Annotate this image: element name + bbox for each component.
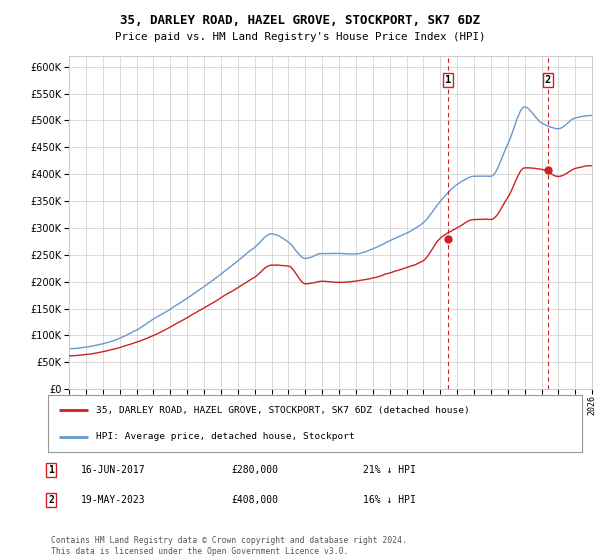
Text: 19-MAY-2023: 19-MAY-2023 <box>81 495 146 505</box>
Text: 16-JUN-2017: 16-JUN-2017 <box>81 465 146 475</box>
Text: £280,000: £280,000 <box>231 465 278 475</box>
Text: 1: 1 <box>445 75 451 85</box>
Text: 35, DARLEY ROAD, HAZEL GROVE, STOCKPORT, SK7 6DZ: 35, DARLEY ROAD, HAZEL GROVE, STOCKPORT,… <box>120 14 480 27</box>
Text: 21% ↓ HPI: 21% ↓ HPI <box>363 465 416 475</box>
Text: Price paid vs. HM Land Registry's House Price Index (HPI): Price paid vs. HM Land Registry's House … <box>115 32 485 43</box>
Text: 16% ↓ HPI: 16% ↓ HPI <box>363 495 416 505</box>
Text: 1: 1 <box>48 465 54 475</box>
Text: 2: 2 <box>545 75 551 85</box>
Text: £408,000: £408,000 <box>231 495 278 505</box>
Text: 35, DARLEY ROAD, HAZEL GROVE, STOCKPORT, SK7 6DZ (detached house): 35, DARLEY ROAD, HAZEL GROVE, STOCKPORT,… <box>96 406 470 415</box>
Text: 2: 2 <box>48 495 54 505</box>
Text: Contains HM Land Registry data © Crown copyright and database right 2024.
This d: Contains HM Land Registry data © Crown c… <box>51 536 407 556</box>
Text: HPI: Average price, detached house, Stockport: HPI: Average price, detached house, Stoc… <box>96 432 355 441</box>
